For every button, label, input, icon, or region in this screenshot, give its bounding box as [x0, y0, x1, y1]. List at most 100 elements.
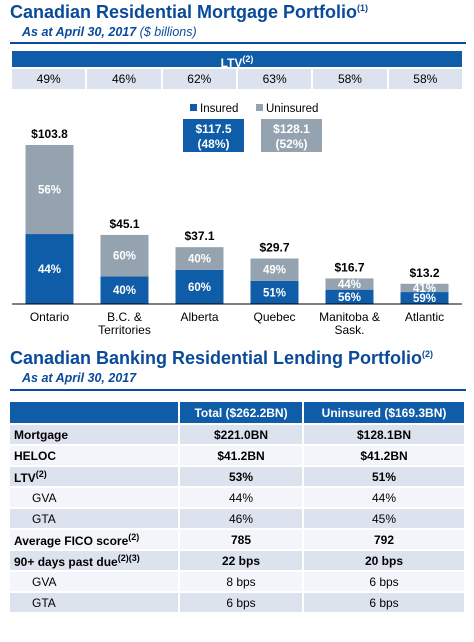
subtitle: As at April 30, 2017 — [22, 25, 137, 39]
table-row: 90+ days past due(2)(3) 22 bps 20 bps — [8, 549, 466, 572]
row-label: GVA — [8, 570, 180, 593]
row-label-text: LTV — [14, 470, 36, 485]
row-label-text: GVA — [32, 574, 57, 589]
row-label: GTA — [8, 507, 180, 530]
cell: 6 bps — [302, 570, 466, 593]
cell: 44% — [302, 486, 466, 509]
segment-label: 41% — [413, 283, 436, 295]
segment-label: 60% — [113, 251, 136, 263]
header-row: Total ($262.2BN) Uninsured ($169.3BN) — [8, 400, 466, 425]
table-row: LTV(2) 53% 51% — [8, 465, 466, 488]
chart-title-block: Canadian Residential Mortgage Portfolio(… — [10, 2, 368, 23]
chart-title: Canadian Residential Mortgage Portfolio — [10, 2, 358, 22]
rule — [10, 389, 466, 391]
segment-label: 56% — [338, 292, 361, 304]
row-label: GVA — [8, 486, 180, 509]
footnote: (2) — [242, 54, 254, 64]
category-label: Ontario — [29, 310, 70, 324]
category-label: B.C. & Territories — [98, 310, 151, 337]
bar-segment — [400, 292, 449, 304]
bar-segment — [250, 258, 299, 281]
row-label: 90+ days past due(2)(3) — [8, 549, 180, 572]
summary-box — [183, 119, 244, 152]
legend-label: Uninsured — [266, 103, 318, 115]
summary-total: $117.5 — [195, 122, 231, 136]
cell: 6 bps — [177, 591, 305, 614]
bar-segment — [400, 283, 449, 293]
header-cell: Total ($262.2BN) — [177, 400, 305, 425]
table-row: HELOC $41.2BN $41.2BN — [8, 444, 466, 467]
row-label: Average FICO score(2) — [8, 528, 180, 551]
header-cell: Uninsured ($169.3BN) — [302, 400, 466, 425]
footnote: (2)(3) — [117, 552, 140, 563]
table: Total ($262.2BN) Uninsured ($169.3BN) Mort… — [8, 400, 466, 614]
segment-label: 60% — [188, 282, 211, 294]
row-label-text: GTA — [32, 511, 56, 526]
summary-total: $128.1 — [273, 122, 310, 136]
table-row: GVA 44% 44% — [8, 486, 466, 509]
segment-label: 40% — [113, 285, 136, 297]
bar-segment — [325, 278, 374, 290]
ltv-value: 58% — [311, 69, 386, 89]
bar-segment — [175, 269, 224, 304]
legend-swatch — [190, 104, 197, 111]
category-label: Atlantic — [404, 310, 445, 324]
ltv-row: 49% 46% 62% 63% 58% 58% — [12, 69, 462, 89]
ltv-value: 62% — [160, 69, 236, 89]
total-label: $29.7 — [259, 241, 289, 255]
table-row: GTA 6 bps 6 bps — [8, 591, 466, 614]
cell: 785 — [177, 528, 305, 551]
row-label: HELOC — [8, 444, 180, 467]
cell: 51% — [302, 465, 466, 488]
total-label: $45.1 — [109, 217, 139, 231]
footnote: (2) — [422, 349, 434, 359]
category-label: Alberta — [180, 310, 219, 324]
total-label: $13.2 — [409, 266, 439, 280]
bar-segment — [100, 234, 149, 277]
row-label-text: 90+ days past due — [14, 554, 118, 569]
total-label: $37.1 — [184, 229, 214, 243]
ltv-title: LTV — [220, 56, 243, 70]
footnote: (1) — [357, 3, 369, 13]
table-title: Canadian Banking Residential Lending Por… — [10, 348, 423, 368]
segment-label: 51% — [263, 287, 286, 299]
row-label: Mortgage — [8, 423, 180, 446]
table-row: GTA 46% 45% — [8, 507, 466, 530]
table-subtitle: As at April 30, 2017 — [22, 371, 137, 385]
cell: 8 bps — [177, 570, 305, 593]
header-cell — [8, 400, 180, 425]
row-label: LTV(2) — [8, 465, 180, 488]
summary-share: (48%) — [197, 137, 229, 151]
total-label: $103.8 — [31, 127, 68, 141]
ltv-value: 46% — [85, 69, 160, 89]
footnote: (2) — [128, 531, 140, 542]
rule — [10, 42, 466, 44]
segment-label: 40% — [188, 254, 211, 266]
summary-box — [261, 119, 322, 152]
bar-segment — [25, 145, 74, 235]
total-label: $16.7 — [334, 260, 364, 274]
table-title-block: Canadian Banking Residential Lending Por… — [10, 348, 433, 369]
row-label-text: HELOC — [14, 448, 56, 463]
table-row: GVA 8 bps 6 bps — [8, 570, 466, 593]
bar-segment — [325, 289, 374, 304]
cell: 22 bps — [177, 549, 305, 572]
row-label: GTA — [8, 591, 180, 614]
cell: $128.1BN — [302, 423, 466, 446]
cell: 20 bps — [302, 549, 466, 572]
bar-segment — [250, 280, 299, 304]
cell: $41.2BN — [177, 444, 305, 467]
legend-label: Insured — [200, 103, 238, 115]
ltv-header: LTV(2) — [12, 51, 462, 70]
cell: 45% — [302, 507, 466, 530]
bar-segment — [100, 276, 149, 304]
category-label: Quebec — [253, 310, 296, 324]
segment-label: 44% — [338, 279, 361, 291]
category-label: Manitoba & Sask. — [319, 310, 380, 337]
cell: 6 bps — [302, 591, 466, 614]
cell: $221.0BN — [177, 423, 305, 446]
ltv-value: 63% — [235, 69, 311, 89]
ltv-value: 58% — [386, 69, 462, 89]
cell: 44% — [177, 486, 305, 509]
